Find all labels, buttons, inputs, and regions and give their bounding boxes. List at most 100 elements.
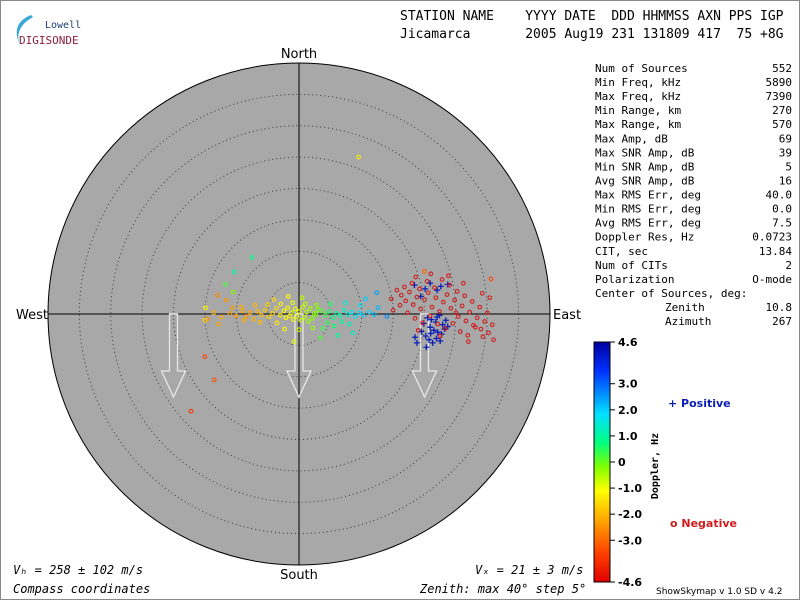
- source-point: [285, 294, 291, 299]
- source-positive: [422, 285, 429, 292]
- source-negative: [456, 314, 461, 319]
- direction-west: West: [16, 308, 48, 323]
- legend-positive: + Positive: [668, 397, 731, 410]
- source-point: [203, 305, 208, 311]
- source-point: [375, 305, 381, 311]
- source-point: [306, 319, 311, 324]
- source-point: [274, 306, 279, 311]
- stat-label: Max Range, km: [595, 118, 681, 131]
- source-positive: [425, 336, 432, 343]
- source-point: [341, 307, 347, 313]
- stat-label: Num of CITs: [595, 259, 668, 272]
- source-negative: [444, 292, 450, 297]
- center-label: Azimuth: [665, 315, 711, 328]
- stat-label: Min Range, km: [595, 104, 681, 117]
- stat-label: Min SNR Amp, dB: [595, 160, 695, 173]
- source-negative: [437, 333, 443, 339]
- source-negative: [489, 322, 495, 328]
- source-point: [291, 317, 296, 322]
- colorbar-tick-label: 3.0: [618, 378, 638, 391]
- source-point: [241, 317, 247, 323]
- source-point: [313, 312, 319, 317]
- stat-value: 0.0: [772, 203, 792, 216]
- direction-east: East: [553, 308, 581, 323]
- header-values: Jicamarca 2005 Aug19 231 131809 417 75 +…: [400, 27, 784, 42]
- source-negative: [472, 324, 478, 330]
- source-negative: [424, 279, 430, 284]
- source-point: [287, 313, 292, 319]
- velocity-arrow: [411, 313, 438, 399]
- source-point: [326, 309, 332, 314]
- source-positive: [413, 339, 420, 346]
- source-point: [270, 311, 275, 316]
- source-point: [259, 312, 264, 318]
- source-negative: [429, 304, 435, 310]
- source-point: [188, 408, 194, 414]
- colorbar-tick-label: -3.0: [618, 534, 642, 547]
- source-point: [232, 269, 237, 275]
- source-negative: [390, 307, 396, 313]
- center-title: Center of Sources, deg:: [595, 287, 747, 300]
- source-negative: [439, 277, 445, 282]
- source-point: [366, 309, 372, 315]
- source-point: [247, 310, 253, 316]
- stat-value: 0.0723: [752, 231, 792, 244]
- source-negative: [479, 290, 485, 296]
- source-negative: [482, 319, 488, 324]
- source-negative: [478, 326, 484, 332]
- source-point: [283, 315, 289, 321]
- source-negative: [437, 309, 442, 314]
- source-point: [319, 308, 324, 314]
- source-point: [300, 304, 306, 310]
- source-point: [350, 330, 356, 336]
- source-point: [277, 312, 283, 318]
- source-negative: [463, 318, 469, 324]
- stat-value: 16: [779, 174, 792, 187]
- source-positive: [442, 317, 449, 324]
- source-point: [282, 326, 287, 332]
- source-point: [278, 301, 284, 307]
- colorbar-tick-label: 4.6: [618, 336, 638, 349]
- colorbar-tick-label: -2.0: [618, 508, 642, 521]
- colorbar-tick-label: -1.0: [618, 482, 642, 495]
- source-point: [255, 309, 260, 314]
- source-negative: [402, 284, 407, 290]
- source-point: [343, 300, 348, 306]
- source-negative: [440, 299, 446, 305]
- source-point: [243, 314, 249, 319]
- source-negative: [414, 294, 420, 300]
- source-positive: [412, 334, 419, 341]
- version-label: ShowSkymap v 1.0 SD v 4.2: [656, 587, 782, 597]
- source-negative: [461, 280, 466, 286]
- source-point: [360, 312, 366, 318]
- source-point: [294, 314, 300, 319]
- source-negative: [415, 327, 421, 333]
- source-negative: [465, 332, 471, 338]
- sources: [188, 154, 496, 414]
- colorbar-ticks: 4.6 3.0 2.0 1.0 0 -1.0 -2.0 -3.0 -4.6: [610, 336, 642, 589]
- source-point: [331, 323, 337, 329]
- source-point: [310, 325, 316, 331]
- source-positive: [437, 337, 444, 344]
- source-point: [324, 320, 330, 326]
- source-negative: [410, 302, 416, 307]
- source-point: [251, 316, 257, 322]
- source-negative: [405, 310, 410, 316]
- stat-label: Min Freq, kHz: [595, 76, 681, 89]
- source-positive: [434, 314, 441, 321]
- source-point: [274, 320, 280, 326]
- direction-north: North: [281, 47, 317, 62]
- lowell-digisonde-logo: Lowell DIGISONDE: [16, 15, 81, 47]
- source-point: [320, 326, 326, 331]
- stat-label: Num of Sources: [595, 62, 688, 75]
- source-negative: [453, 310, 459, 316]
- source-point: [307, 306, 313, 311]
- source-point: [230, 289, 236, 295]
- source-point: [363, 296, 368, 302]
- source-point: [266, 314, 272, 320]
- stat-label: Max Amp, dB: [595, 132, 668, 145]
- stat-value: 7.5: [772, 217, 792, 230]
- source-negative: [486, 330, 491, 336]
- stat-label: Doppler Res, Hz: [595, 231, 694, 244]
